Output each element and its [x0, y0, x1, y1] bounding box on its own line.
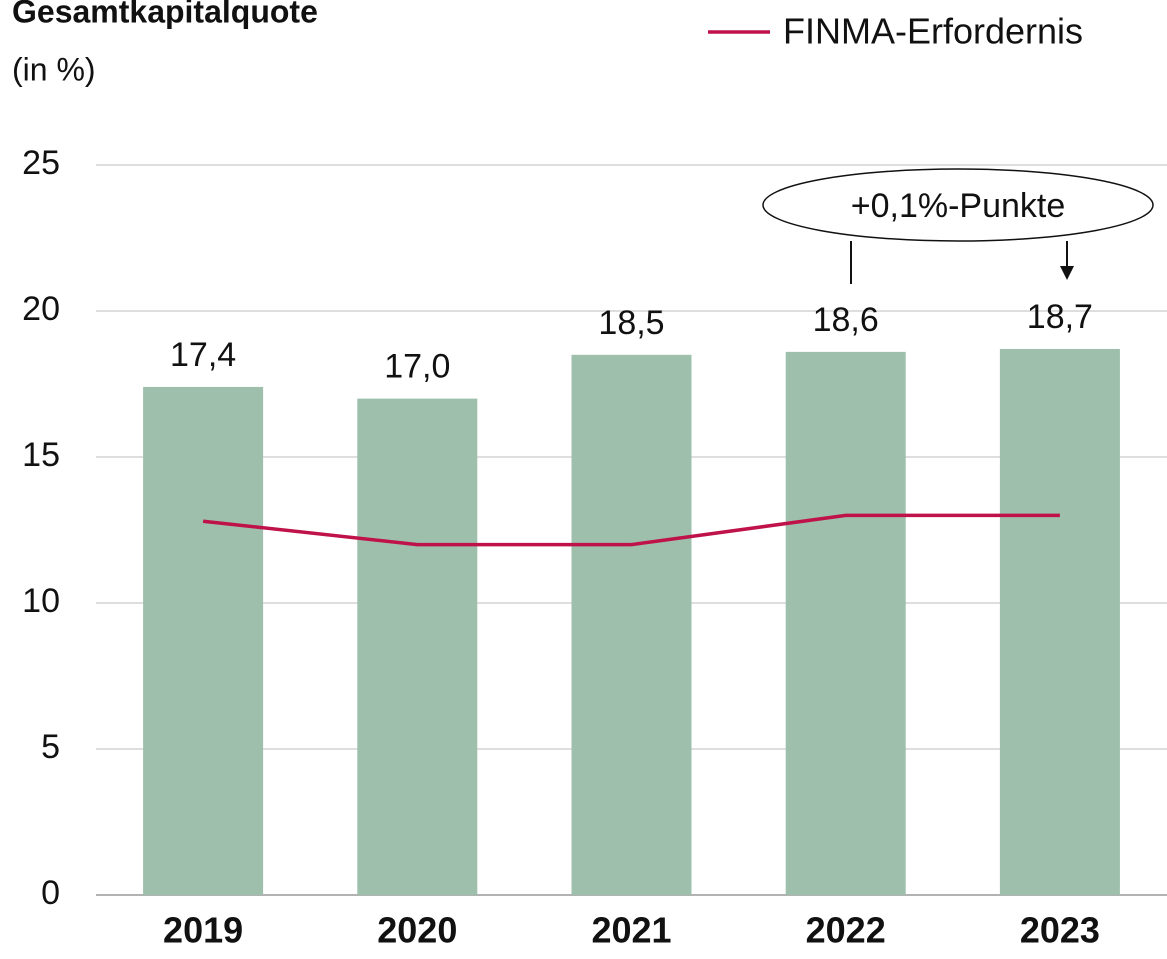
bar: [785, 351, 906, 895]
y-tick-label: 20: [22, 290, 60, 328]
y-tick-label: 0: [41, 874, 60, 912]
x-tick-label: 2022: [806, 910, 886, 951]
chart-title: Gesamtkapitalquote: [12, 0, 318, 29]
value-label: 18,7: [1027, 298, 1093, 336]
bar: [357, 398, 478, 895]
y-tick-label: 10: [22, 582, 60, 620]
y-tick-label: 5: [41, 728, 60, 766]
x-tick-label: 2021: [591, 910, 671, 951]
x-tick-label: 2019: [163, 910, 243, 951]
y-tick-label: 25: [22, 144, 60, 182]
legend-label: FINMA-Erfordernis: [783, 11, 1083, 52]
x-tick-label: 2023: [1020, 910, 1100, 951]
value-label: 17,0: [384, 348, 450, 386]
value-label: 17,4: [170, 336, 236, 374]
x-tick-label: 2020: [377, 910, 457, 951]
y-tick-label: 15: [22, 436, 60, 474]
line: [202, 513, 1060, 547]
chart-subtitle: (in %): [12, 51, 96, 87]
bar: [571, 354, 692, 895]
bar: [999, 348, 1120, 896]
bar: [143, 386, 264, 895]
annotation: +0,1%-Punkte: [851, 187, 1066, 225]
value-label: 18,6: [813, 301, 879, 339]
annotation-ellipse: [762, 168, 1154, 242]
annotation-arrowhead: [1060, 266, 1074, 280]
value-label: 18,5: [598, 304, 664, 342]
